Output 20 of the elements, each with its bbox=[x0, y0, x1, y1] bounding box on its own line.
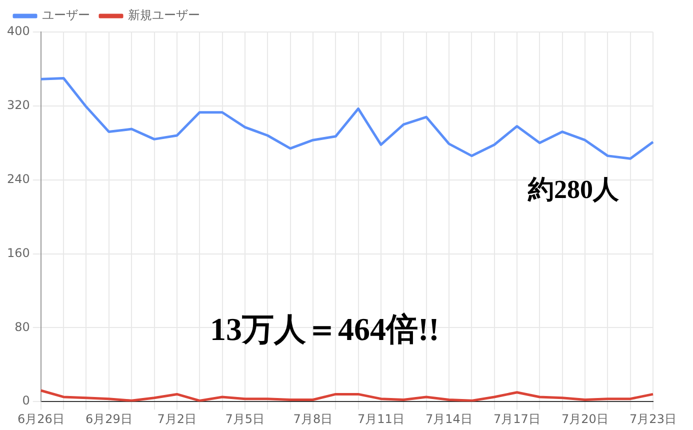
annotation: 13万人＝464倍!! bbox=[210, 310, 440, 349]
y-tick-label: 400 bbox=[7, 24, 30, 38]
legend-label: 新規ユーザー bbox=[128, 8, 200, 22]
y-tick-label: 320 bbox=[7, 98, 30, 112]
y-tick-label: 80 bbox=[14, 320, 30, 334]
x-tick-label: 6月29日 bbox=[85, 412, 132, 426]
x-tick-label: 7月20日 bbox=[562, 412, 608, 426]
x-tick-label: 7月5日 bbox=[225, 412, 265, 426]
x-tick-label: 7月11日 bbox=[358, 412, 404, 426]
x-tick-label: 7月8日 bbox=[293, 412, 333, 426]
x-tick-label: 7月14日 bbox=[426, 412, 472, 426]
y-tick-label: 160 bbox=[7, 246, 30, 260]
x-tick-label: 7月17日 bbox=[494, 412, 540, 426]
legend-label: ユーザー bbox=[42, 8, 90, 22]
x-tick-label: 7月23日 bbox=[630, 412, 676, 426]
x-tick-label: 7月2日 bbox=[157, 412, 197, 426]
annotation: 約280人 bbox=[528, 174, 619, 206]
y-tick-label: 0 bbox=[22, 394, 30, 408]
x-tick-label: 6月26日 bbox=[17, 412, 64, 426]
y-tick-label: 240 bbox=[7, 172, 30, 186]
